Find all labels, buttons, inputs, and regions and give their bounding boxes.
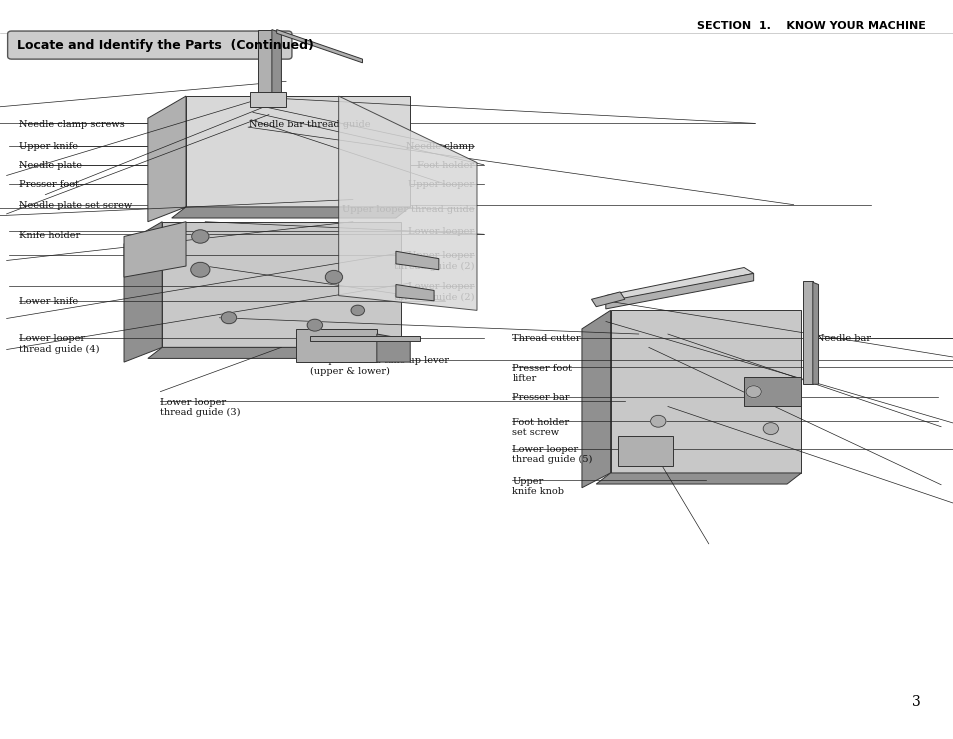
Polygon shape — [276, 30, 362, 63]
Polygon shape — [272, 30, 281, 96]
Text: Foot holder: Foot holder — [416, 161, 474, 170]
Text: Lower looper
thread guide (4): Lower looper thread guide (4) — [19, 334, 99, 353]
Text: Needle bar: Needle bar — [815, 334, 870, 343]
Circle shape — [192, 230, 209, 243]
Polygon shape — [743, 377, 801, 406]
Circle shape — [762, 423, 778, 435]
Polygon shape — [605, 273, 753, 309]
Text: Looper thread take-up lever
(upper & lower): Looper thread take-up lever (upper & low… — [310, 356, 449, 375]
Circle shape — [191, 262, 210, 277]
Circle shape — [745, 386, 760, 398]
Polygon shape — [338, 96, 476, 310]
Polygon shape — [172, 207, 410, 218]
Polygon shape — [605, 268, 753, 302]
Text: Needle clamp: Needle clamp — [405, 142, 474, 151]
FancyBboxPatch shape — [8, 31, 292, 59]
Text: 3: 3 — [911, 695, 920, 709]
Polygon shape — [124, 222, 186, 277]
Text: Needle plate: Needle plate — [19, 161, 82, 170]
Polygon shape — [395, 251, 438, 270]
Text: Needle bar thread guide: Needle bar thread guide — [249, 120, 370, 129]
Text: Lower knife: Lower knife — [19, 297, 78, 306]
Polygon shape — [148, 96, 186, 222]
Text: Locate and Identify the Parts  (Continued): Locate and Identify the Parts (Continued… — [17, 38, 314, 52]
Text: Knife holder: Knife holder — [19, 231, 80, 239]
Text: Upper knife: Upper knife — [19, 142, 78, 151]
Polygon shape — [186, 96, 410, 207]
Text: Thread cutter: Thread cutter — [512, 334, 580, 343]
Text: Lower looper
thread guide (3): Lower looper thread guide (3) — [160, 398, 240, 417]
Text: SECTION  1.    KNOW YOUR MACHINE: SECTION 1. KNOW YOUR MACHINE — [696, 21, 924, 31]
Polygon shape — [610, 310, 801, 473]
Text: Upper looper
thread guide (2): Upper looper thread guide (2) — [394, 251, 474, 270]
Polygon shape — [257, 30, 272, 96]
Circle shape — [325, 270, 342, 284]
Text: Foot holder
set screw: Foot holder set screw — [512, 418, 569, 437]
Circle shape — [307, 319, 322, 331]
Polygon shape — [812, 282, 818, 384]
Text: Presser foot
lifter: Presser foot lifter — [512, 364, 572, 383]
Polygon shape — [250, 92, 286, 107]
Polygon shape — [581, 310, 610, 488]
Polygon shape — [162, 222, 400, 347]
Polygon shape — [148, 347, 400, 358]
Text: Lower looper
thread guide (5): Lower looper thread guide (5) — [512, 445, 592, 464]
Text: Upper looper thread guide: Upper looper thread guide — [341, 205, 474, 214]
Polygon shape — [124, 222, 162, 362]
Polygon shape — [395, 285, 434, 301]
Text: Upper looper: Upper looper — [408, 180, 474, 189]
Polygon shape — [802, 281, 812, 384]
Circle shape — [351, 305, 364, 316]
Polygon shape — [591, 292, 624, 307]
Polygon shape — [596, 473, 801, 484]
Text: Presser bar: Presser bar — [512, 393, 569, 402]
Text: Lower looper
thread guide (2): Lower looper thread guide (2) — [394, 282, 474, 302]
Text: Lower looper: Lower looper — [408, 227, 474, 236]
Text: Upper
knife knob: Upper knife knob — [512, 477, 564, 496]
Text: Needle clamp screws: Needle clamp screws — [19, 120, 125, 129]
Text: Needle plate set screw: Needle plate set screw — [19, 201, 132, 210]
Polygon shape — [295, 329, 376, 362]
Circle shape — [221, 312, 236, 324]
Polygon shape — [376, 334, 410, 362]
Polygon shape — [310, 336, 419, 341]
Polygon shape — [618, 436, 672, 466]
Circle shape — [650, 415, 665, 427]
Text: Presser foot: Presser foot — [19, 180, 79, 189]
